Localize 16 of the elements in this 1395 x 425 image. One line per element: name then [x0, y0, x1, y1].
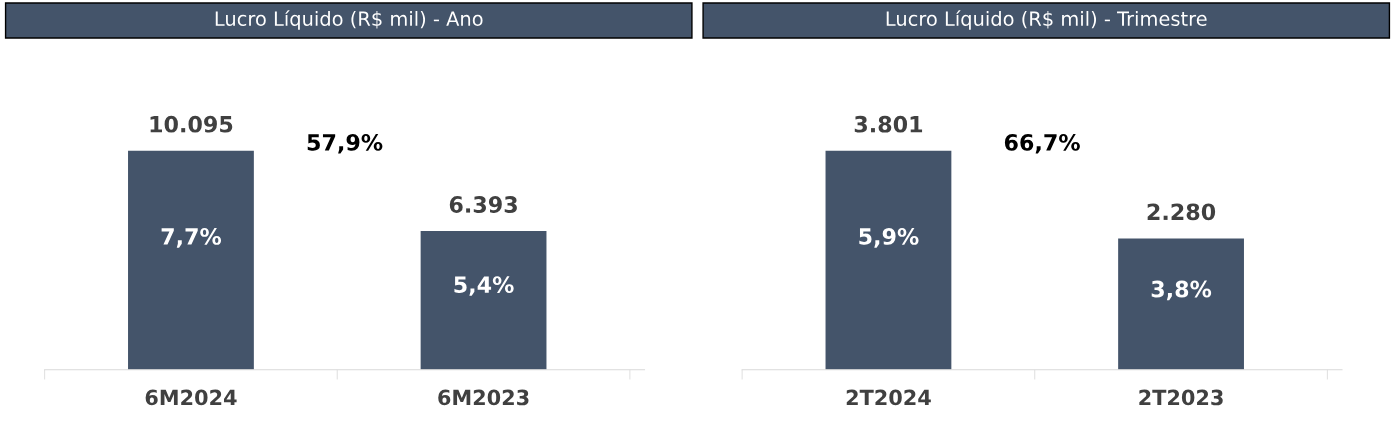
data-label: 2.280: [1147, 203, 1216, 221]
x-tick-label: 6M2023: [438, 389, 529, 406]
chart-title: Lucro Líquido (R$ mil) - Trimestre: [886, 10, 1207, 30]
annotation: 5,9%: [859, 228, 919, 248]
x-tick-label: 6M2024: [145, 389, 237, 406]
chart-title: Lucro Líquido (R$ mil) - Ano: [215, 10, 483, 30]
data-label: 10.095: [150, 115, 233, 133]
x-tick-label: 2T2023: [1139, 389, 1223, 406]
annotation: 5,4%: [454, 276, 514, 296]
data-label: 3.801: [854, 115, 923, 133]
annotation: 7,7%: [161, 228, 222, 248]
annotation: 3,8%: [1151, 280, 1212, 301]
annotation: 57,9%: [307, 133, 383, 154]
annotation: 66,7%: [1004, 133, 1080, 154]
x-tick-label: 2T2024: [846, 389, 931, 406]
data-label: 6.393: [449, 196, 517, 213]
